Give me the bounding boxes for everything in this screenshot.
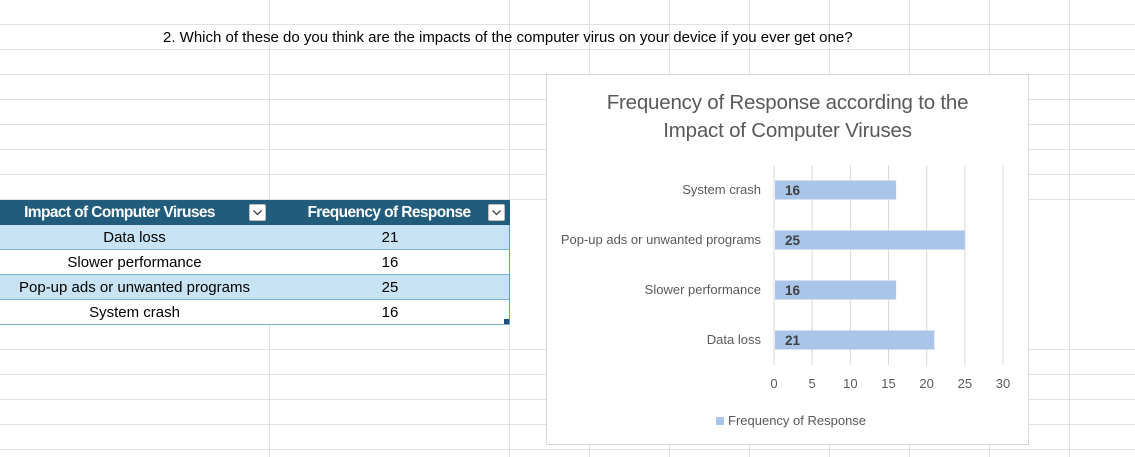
table-cell[interactable]: 25 <box>381 279 399 296</box>
x-tick-label: 25 <box>958 376 972 391</box>
legend-label: Frequency of Response <box>728 413 867 428</box>
y-category-label: System crash <box>682 182 761 197</box>
table-cell[interactable]: Pop-up ads or unwanted programs <box>19 279 250 296</box>
table-cell[interactable]: 21 <box>381 229 399 246</box>
x-tick-label: 15 <box>881 376 895 391</box>
x-tick-label: 5 <box>809 376 816 391</box>
data-label: 16 <box>785 283 801 298</box>
plot-area: 0 5 10 15 20 25 30 Data loss 21 Slower performanc… <box>561 165 1010 391</box>
table-cell[interactable]: System crash <box>89 304 180 321</box>
table-cell[interactable]: 16 <box>381 254 399 271</box>
chevron-down-icon <box>492 210 501 216</box>
y-category-label: Slower performance <box>645 282 761 297</box>
x-tick-label: 0 <box>770 376 777 391</box>
table-border <box>509 225 510 324</box>
x-tick-label: 20 <box>919 376 933 391</box>
y-category-label: Pop-up ads or unwanted programs <box>561 232 762 247</box>
bar[interactable] <box>775 330 935 350</box>
table-cell[interactable]: 16 <box>381 304 399 321</box>
bar[interactable] <box>775 280 897 300</box>
data-label: 16 <box>785 183 801 198</box>
table-cell[interactable]: Slower performance <box>67 254 202 271</box>
table-header-row: Impact of Computer Viruses Frequency of … <box>0 200 510 225</box>
table-row[interactable]: System crash 16 <box>0 300 510 325</box>
bar[interactable] <box>775 230 965 250</box>
chart-title: Frequency of Response according to the I… <box>547 89 1028 145</box>
y-category-label: Data loss <box>707 332 762 347</box>
table-row[interactable]: Data loss 21 <box>0 225 510 250</box>
bar[interactable] <box>775 180 897 200</box>
x-tick-label: 10 <box>843 376 857 391</box>
chart-legend[interactable]: Frequency of Response <box>716 413 866 428</box>
table-resize-handle[interactable] <box>504 319 509 324</box>
header-label: Frequency of Response <box>307 204 471 221</box>
table-row[interactable]: Pop-up ads or unwanted programs 25 <box>0 275 510 300</box>
bar-chart[interactable]: Frequency of Response according to the I… <box>546 74 1029 445</box>
filter-dropdown-button[interactable] <box>488 204 505 221</box>
data-label: 21 <box>785 333 801 348</box>
legend-swatch <box>716 416 724 425</box>
chart-title-line: Impact of Computer Viruses <box>663 119 912 142</box>
question-text: 2. Which of these do you think are the i… <box>163 29 853 46</box>
header-cell-impact[interactable]: Impact of Computer Viruses <box>0 200 269 225</box>
x-tick-label: 30 <box>996 376 1010 391</box>
data-label: 25 <box>785 233 801 248</box>
header-cell-frequency[interactable]: Frequency of Response <box>270 200 510 225</box>
table-row[interactable]: Slower performance 16 <box>0 250 510 275</box>
chart-title-line: Frequency of Response according to the <box>606 91 969 114</box>
header-label: Impact of Computer Viruses <box>24 204 215 221</box>
table-cell[interactable]: Data loss <box>103 229 166 246</box>
chevron-down-icon <box>253 210 262 216</box>
filter-dropdown-button[interactable] <box>249 204 266 221</box>
